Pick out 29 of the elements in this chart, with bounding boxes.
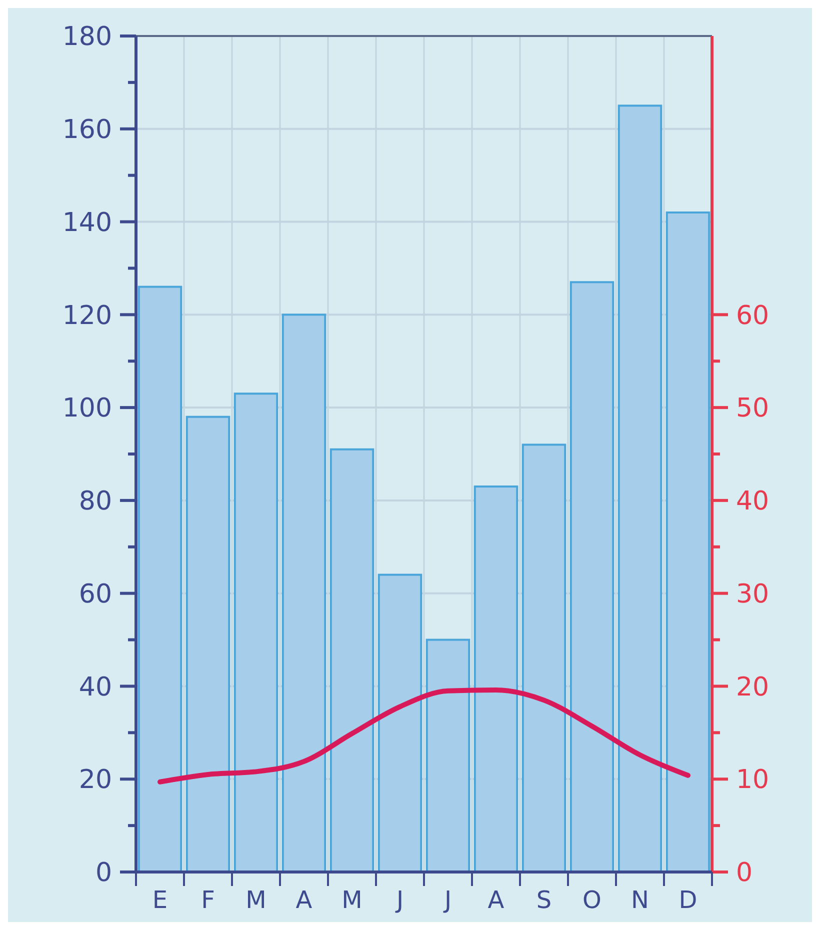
x-tick-label: M (342, 886, 362, 914)
x-tick-label: N (631, 886, 649, 914)
y-tick-label: 140 (62, 208, 112, 238)
y-tick-label: 60 (78, 579, 112, 610)
y2-tick-label: 0 (736, 858, 753, 888)
x-tick-label: O (582, 886, 602, 914)
y2-tick-label: 30 (736, 579, 770, 610)
y2-tick-label: 10 (736, 765, 770, 796)
y-tick-label: 120 (62, 300, 112, 331)
y2-tick-label: 20 (736, 672, 770, 702)
y2-tick-label: 40 (736, 486, 770, 517)
x-tick-label: J (394, 886, 404, 914)
y-tick-label: 20 (78, 765, 112, 796)
y-tick-label: 100 (62, 394, 112, 424)
y-tick-label: 40 (78, 672, 112, 702)
y-tick-label: 160 (62, 114, 112, 145)
x-tick-label: A (488, 886, 505, 914)
x-tick-label: E (152, 886, 168, 914)
y-tick-label: 80 (78, 486, 112, 517)
x-tick-label: F (201, 886, 215, 914)
x-tick-label: D (678, 886, 698, 914)
y-tick-label: 180 (62, 22, 112, 52)
x-tick-label: A (296, 886, 313, 914)
y2-tick-label: 50 (736, 394, 770, 424)
y2-tick-label: 60 (736, 300, 770, 331)
x-tick-label: S (536, 886, 552, 914)
y-tick-label: 0 (95, 858, 112, 888)
x-tick-label: M (246, 886, 266, 914)
x-tick-label: J (442, 886, 452, 914)
